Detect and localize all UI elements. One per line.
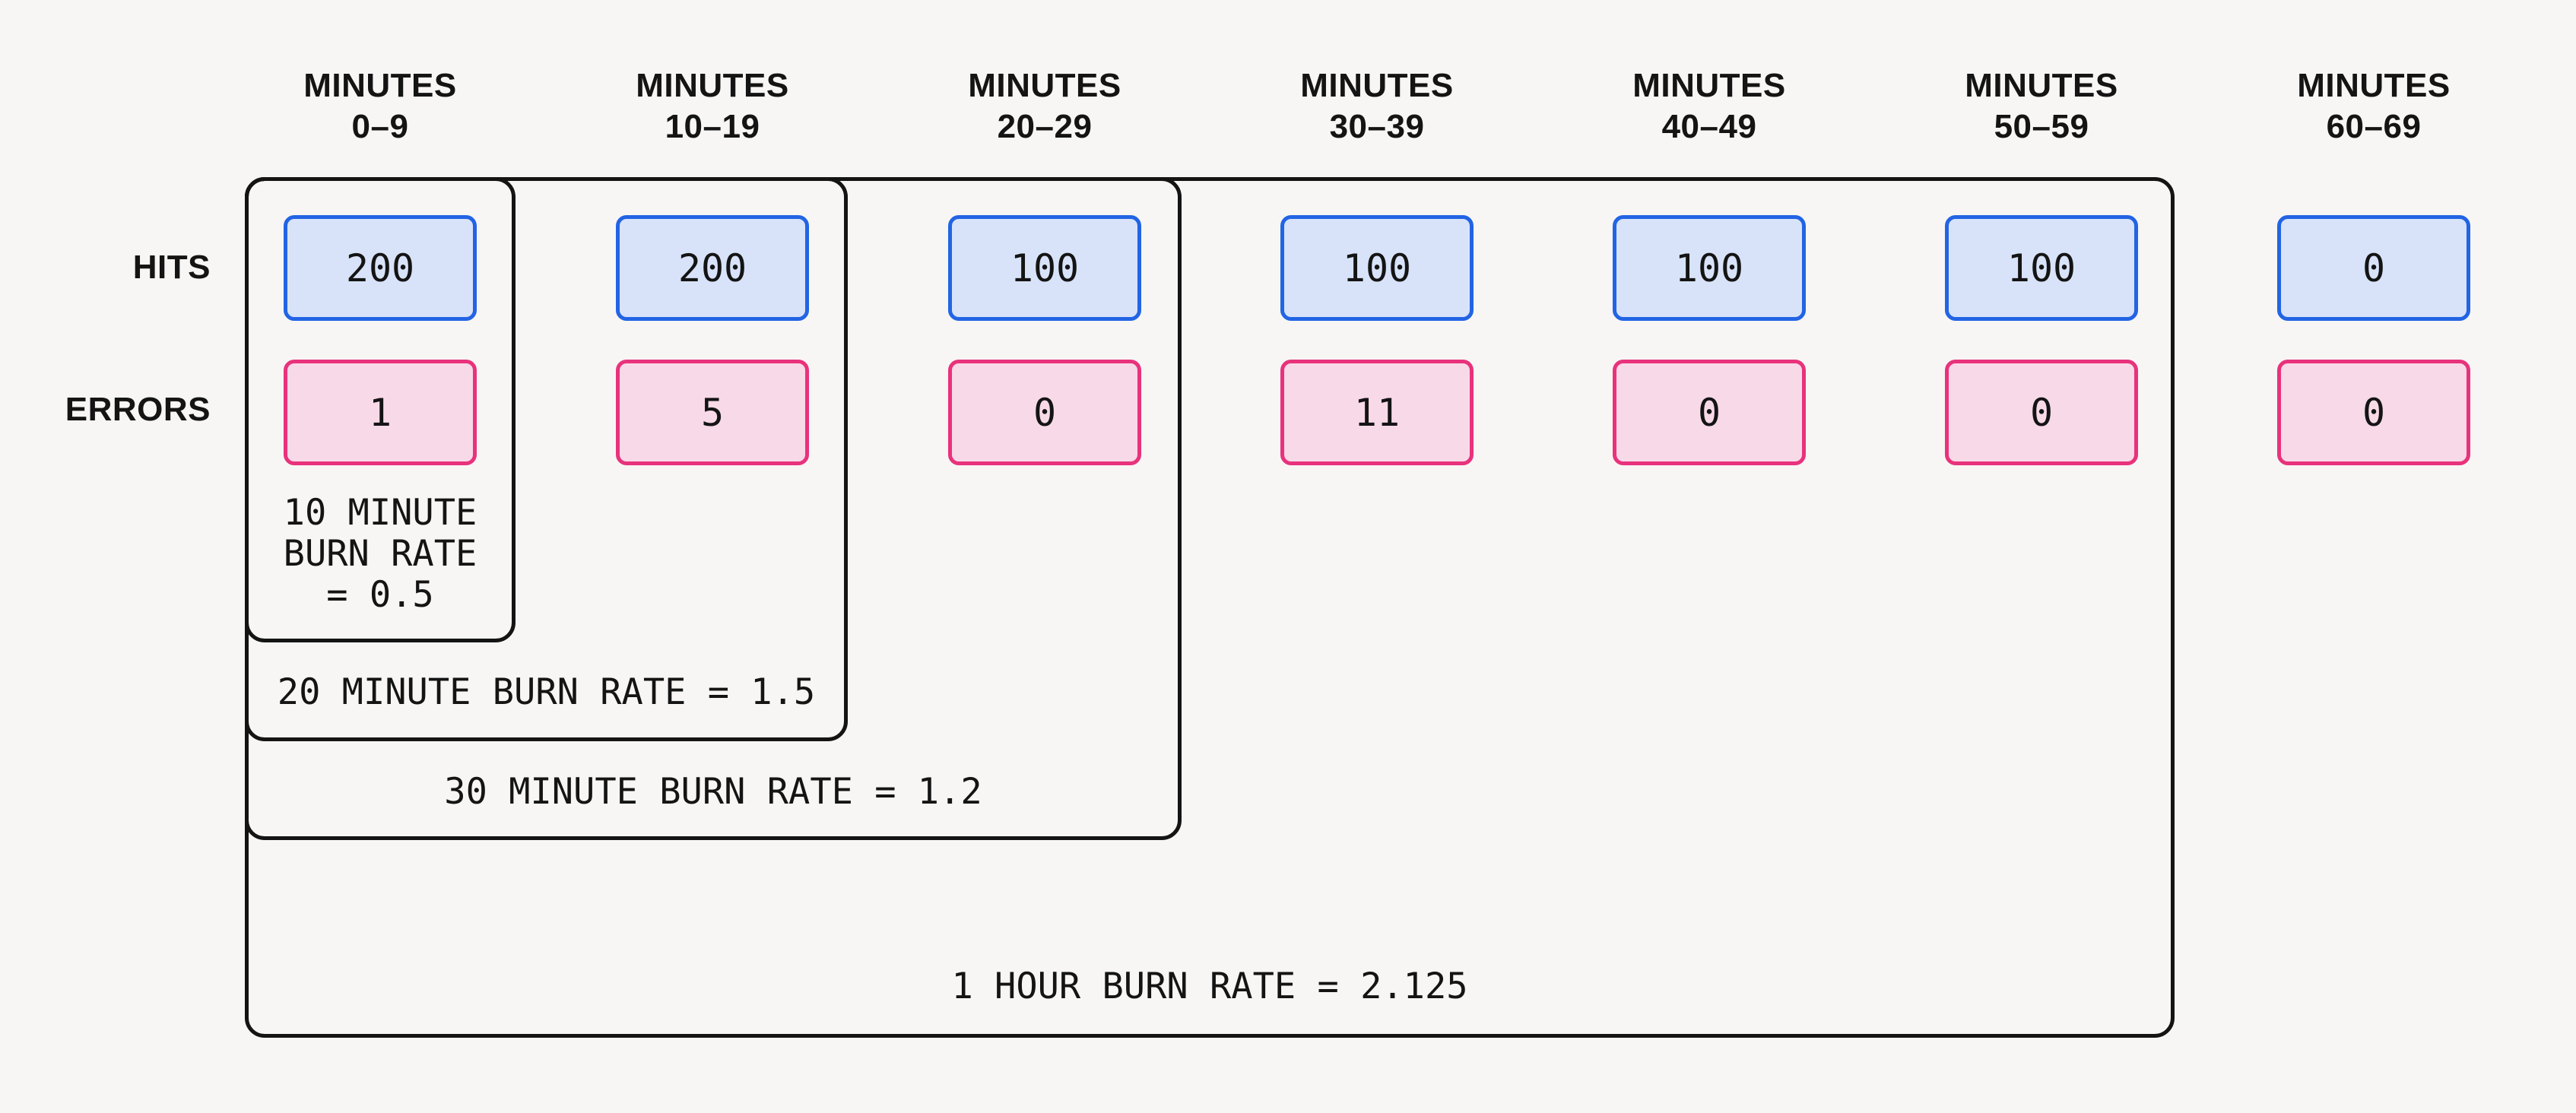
minute-window-column: MINUTES 50–59 100 0 [1945, 0, 2138, 1113]
minute-window-column: MINUTES 20–29 100 0 [948, 0, 1141, 1113]
errors-value: 0 [1033, 390, 1057, 435]
hits-value: 100 [1010, 246, 1080, 290]
errors-value-box: 0 [2277, 360, 2470, 465]
ten-minute-burn-rate-label: 10 MINUTE BURN RATE = 0.5 [283, 492, 477, 616]
hits-value-box: 100 [1280, 215, 1474, 321]
hits-value: 100 [1674, 246, 1744, 290]
minute-window-column: MINUTES 60–69 0 0 [2277, 0, 2470, 1113]
hits-value-box: 200 [616, 215, 809, 321]
ten-minute-window-box [245, 177, 516, 642]
hits-row-label: HITS [132, 249, 211, 286]
column-header-range: 50–59 [1994, 108, 2089, 145]
hits-value-box: 100 [1945, 215, 2138, 321]
column-header: MINUTES 0–9 [220, 65, 540, 147]
column-header: MINUTES 60–69 [2214, 65, 2533, 147]
column-header-minutes-label: MINUTES [636, 67, 789, 104]
hits-value-box: 100 [1613, 215, 1806, 321]
hits-value: 200 [677, 246, 747, 290]
errors-value-box: 1 [284, 360, 477, 465]
one-hour-burn-rate-label: 1 HOUR BURN RATE = 2.125 [951, 966, 1468, 1007]
column-header-range: 20–29 [997, 108, 1093, 145]
column-header-range: 10–19 [665, 108, 760, 145]
column-header-range: 40–49 [1661, 108, 1757, 145]
column-header-minutes-label: MINUTES [1300, 67, 1454, 104]
thirty-minute-burn-rate-label: 30 MINUTE BURN RATE = 1.2 [444, 771, 982, 813]
hits-value: 100 [2007, 246, 2076, 290]
hits-value-box: 0 [2277, 215, 2470, 321]
errors-value: 0 [1697, 390, 1721, 435]
column-header-minutes-label: MINUTES [1632, 67, 1786, 104]
column-header-range: 30–39 [1329, 108, 1425, 145]
column-header: MINUTES 20–29 [885, 65, 1204, 147]
errors-value: 11 [1353, 390, 1401, 435]
column-header: MINUTES 40–49 [1550, 65, 1869, 147]
minute-window-column: MINUTES 40–49 100 0 [1613, 0, 1806, 1113]
minute-window-column: MINUTES 10–19 200 5 [616, 0, 809, 1113]
column-header-range: 0–9 [351, 108, 409, 145]
errors-value: 5 [700, 390, 725, 435]
errors-value: 1 [368, 390, 392, 435]
hits-value: 100 [1342, 246, 1412, 290]
errors-value: 0 [2362, 390, 2386, 435]
errors-value: 0 [2029, 390, 2054, 435]
errors-value-box: 5 [616, 360, 809, 465]
column-header-minutes-label: MINUTES [968, 67, 1121, 104]
errors-row-label: ERRORS [65, 391, 211, 428]
hits-value-box: 200 [284, 215, 477, 321]
twenty-minute-burn-rate-label: 20 MINUTE BURN RATE = 1.5 [277, 671, 816, 713]
column-header-minutes-label: MINUTES [1965, 67, 2118, 104]
column-header: MINUTES 10–19 [553, 65, 872, 147]
column-header: MINUTES 50–59 [1882, 65, 2201, 147]
column-header-minutes-label: MINUTES [303, 67, 457, 104]
errors-value-box: 11 [1280, 360, 1474, 465]
hits-value: 200 [345, 246, 415, 290]
errors-value-box: 0 [1613, 360, 1806, 465]
column-header: MINUTES 30–39 [1217, 65, 1537, 147]
minute-window-column: MINUTES 30–39 100 11 [1280, 0, 1474, 1113]
hits-value: 0 [2362, 246, 2386, 290]
minute-window-column: MINUTES 0–9 200 1 [284, 0, 477, 1113]
column-header-minutes-label: MINUTES [2297, 67, 2451, 104]
errors-value-box: 0 [948, 360, 1141, 465]
hits-value-box: 100 [948, 215, 1141, 321]
column-header-range: 60–69 [2326, 108, 2422, 145]
errors-value-box: 0 [1945, 360, 2138, 465]
